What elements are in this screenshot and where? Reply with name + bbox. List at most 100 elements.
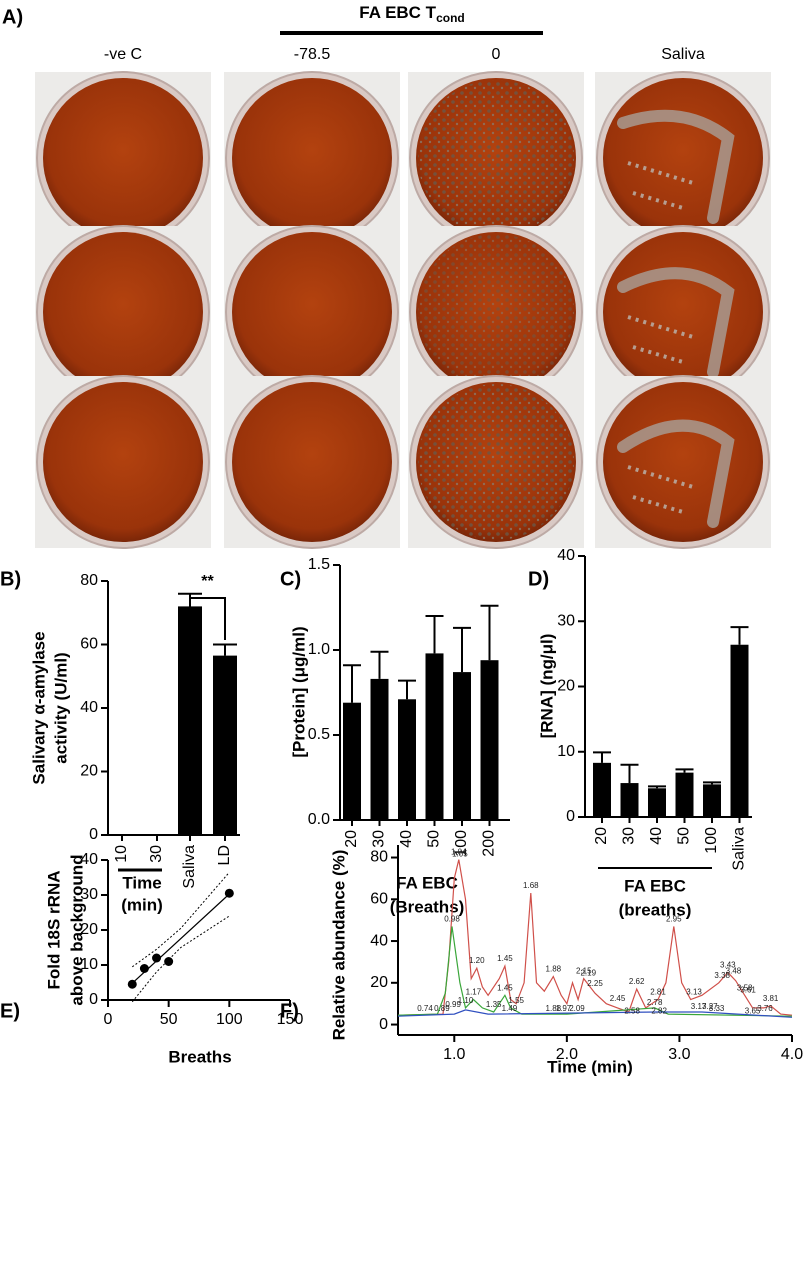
peak-label: 1.55 [508, 996, 524, 1005]
trace [397, 1009, 793, 1018]
header-subscript: cond [436, 11, 465, 25]
x-tick-label: 10 [113, 845, 130, 863]
x-tick-label: 20 [593, 827, 610, 845]
x-tick-label: 200 [481, 830, 498, 857]
y-tick-label: 30 [557, 612, 575, 629]
peak-label: 3.76 [757, 1004, 773, 1013]
bar [453, 672, 471, 820]
y-tick-label: 20 [80, 921, 98, 938]
column-label: Saliva [661, 46, 705, 63]
agar [603, 382, 763, 542]
peak-label: 3.43 [720, 960, 736, 969]
y-tick-label: 20 [80, 763, 98, 780]
point [152, 953, 162, 963]
peak-label: 3.81 [763, 994, 779, 1003]
confidence-band [131, 915, 230, 1003]
peak-label: 2.62 [629, 977, 645, 986]
peak-label: 1.88 [546, 1004, 562, 1013]
y-tick-label: 60 [80, 636, 98, 653]
bar [213, 655, 237, 835]
peak-label: 2.82 [651, 1006, 667, 1015]
error-bar [730, 626, 749, 645]
y-tick-label: 60 [370, 891, 388, 908]
error-bar [453, 626, 471, 673]
y-axis-label: above background [67, 854, 86, 1005]
column-label: -78.5 [294, 46, 331, 63]
peak-label: 1.68 [523, 881, 539, 890]
peak-label: 2.78 [647, 998, 663, 1007]
x-axis-label: FA EBC [396, 873, 458, 892]
x-axis-label: (Breaths) [390, 897, 465, 916]
x-tick-label: Saliva [181, 845, 198, 889]
y-tick-label: 30 [80, 886, 98, 903]
bar [178, 606, 202, 835]
colonies [418, 384, 574, 540]
x-tick-label: 30 [621, 827, 638, 845]
group-label: (min) [121, 895, 163, 914]
x-tick-label: 30 [148, 845, 165, 863]
peak-label: 0.74 [417, 1004, 433, 1013]
error-bar [398, 679, 416, 700]
peak-label: 2.15 [576, 967, 592, 976]
peak-label: 3.48 [726, 967, 742, 976]
error-bar [425, 615, 444, 654]
agar [603, 78, 763, 238]
peak-label: 1.97 [556, 1004, 572, 1013]
y-tick-label: 40 [80, 699, 98, 716]
y-tick-label: 80 [370, 849, 388, 866]
peak-label: 3.33 [709, 1004, 725, 1013]
peak-label: 2.25 [587, 979, 603, 988]
error-bar [480, 604, 499, 661]
colony-streak [627, 465, 694, 514]
bar [480, 660, 499, 820]
y-tick-label: 1.5 [308, 556, 330, 573]
y-axis-label: Fold 18S rRNA [44, 870, 63, 989]
y-axis-label: Relative abundance (%) [329, 850, 348, 1041]
x-tick-label: 40 [398, 830, 415, 848]
peak-label: 1.10 [458, 996, 474, 1005]
peak-label: 3.27 [702, 1002, 718, 1011]
colony-streak [627, 161, 694, 210]
error-bar [370, 650, 389, 679]
panel-label: D) [528, 568, 549, 590]
y-axis-label: [RNA] (ng/μl) [537, 634, 556, 739]
error-bar [343, 664, 361, 703]
x-axis-label: FA EBC [624, 876, 686, 895]
panel-label: A) [2, 6, 23, 28]
peak-label: 1.04 [451, 848, 467, 857]
agar [43, 382, 203, 542]
peak-label: 2.09 [569, 1004, 585, 1013]
peak-label: 1.35 [486, 1000, 502, 1009]
peak-label: 1.88 [546, 965, 562, 974]
y-tick-label: 1.0 [308, 641, 330, 658]
agar [232, 382, 392, 542]
peak-label: 2.81 [650, 988, 666, 997]
error-bar [213, 643, 237, 656]
point [139, 964, 149, 973]
group-label: Time [122, 873, 161, 892]
y-tick-label: 0.0 [308, 811, 330, 828]
y-tick-label: 0.5 [308, 726, 330, 743]
bar [620, 783, 639, 817]
peak-label: 2.45 [610, 994, 626, 1003]
peak-label: 1.45 [497, 983, 513, 992]
column-label: -ve C [104, 46, 142, 63]
y-tick-label: 40 [80, 851, 98, 868]
header: FA EBC Tcond [359, 3, 465, 25]
x-axis-label: Breaths [168, 1047, 231, 1066]
x-axis-label: Time (min) [547, 1057, 633, 1076]
peak-label: 0.99 [445, 1000, 461, 1009]
point [127, 979, 137, 989]
x-axis-label: (breaths) [619, 900, 692, 919]
y-tick-label: 20 [370, 974, 388, 991]
x-tick-label: LD [216, 845, 233, 865]
y-tick-label: 20 [557, 678, 575, 695]
peak-label: 3.65 [745, 1006, 761, 1015]
x-tick-label: 20 [343, 830, 360, 848]
agar [232, 232, 392, 392]
peak-label: 3.58 [737, 983, 753, 992]
bar [675, 772, 694, 817]
x-tick-label: Saliva [731, 827, 748, 871]
peak-label: 2.19 [580, 969, 596, 978]
